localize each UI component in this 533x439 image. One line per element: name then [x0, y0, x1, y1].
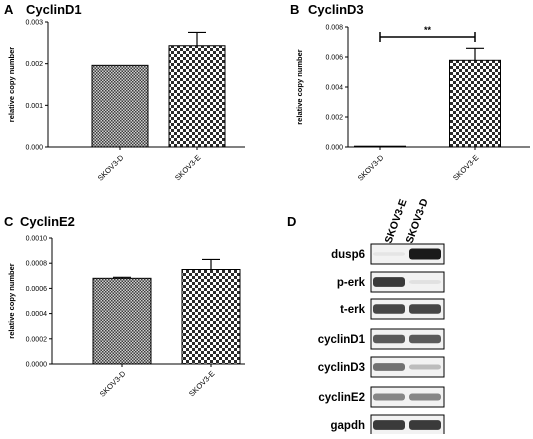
panel-b-bar: [449, 59, 501, 148]
blot-band: [409, 393, 441, 401]
panel-a-chart: A CyclinD1 0.000 0.001 0.002 0.003 relative …: [4, 2, 245, 183]
blot-band: [409, 304, 441, 314]
blot-band: [373, 277, 405, 287]
panel-c-y-tick-label: 0.0004: [26, 311, 48, 318]
panel-c-y-tick-label: 0.0008: [26, 261, 48, 268]
panel-b-title: CyclinD3: [308, 2, 364, 17]
blot-row-label: p-erk: [337, 277, 366, 289]
panel-b-chart: B CyclinD3 0.000 0.002 0.004 0.006 0.008 rela…: [290, 2, 530, 183]
blot-row-label: cyclinD1: [318, 334, 366, 346]
panel-a-y-tick-label: 0.000: [25, 145, 43, 152]
blot-row-label: cyclinE2: [318, 392, 365, 404]
panel-c-category-label: SKOV3-D: [98, 369, 128, 399]
blot-band: [373, 334, 405, 344]
blot-band: [409, 334, 441, 344]
panel-c-y-tick-label: 0.0010: [26, 236, 48, 243]
blot-strip: [370, 356, 445, 378]
panel-a-y-tick-label: 0.002: [25, 61, 43, 68]
panel-b-y-tick-label: 0.000: [325, 145, 343, 152]
panel-c-y-tick-label: 0.0002: [26, 336, 48, 343]
significance-marker: **: [424, 25, 432, 35]
blot-strip: [370, 271, 445, 293]
panel-c-chart: C CyclinE2 0.0000 0.0002 0.0004 0.0006 0.000…: [4, 214, 245, 399]
panel-a-category-label: SKOV3-D: [96, 153, 126, 183]
blot-band: [373, 420, 405, 430]
panel-a-category-label: SKOV3-E: [173, 153, 202, 182]
panel-b-y-tick-label: 0.002: [325, 115, 343, 122]
panel-letter-a: A: [4, 2, 14, 17]
panel-c-category-label: SKOV3-E: [187, 369, 216, 398]
blot-strip: [370, 386, 445, 408]
panel-a-y-axis-label: relative copy number: [7, 47, 16, 123]
panel-a-y-tick-label: 0.001: [25, 103, 43, 110]
panel-c-title: CyclinE2: [20, 214, 75, 229]
blot-row-label: gapdh: [331, 420, 366, 432]
panel-c-bar: [92, 277, 152, 365]
blot-row-label: cyclinD3: [318, 362, 365, 374]
panel-b-category-label: SKOV3-E: [451, 153, 480, 182]
panel-b-y-axis-label: relative copy number: [295, 49, 304, 125]
panel-b-category-label: SKOV3-D: [356, 153, 386, 183]
panel-letter-d: D: [287, 214, 296, 229]
blot-band: [409, 248, 441, 260]
blot-row-label: t-erk: [340, 304, 366, 316]
panel-b-y-tick-label: 0.008: [325, 25, 343, 32]
panel-b-y-tick-label: 0.004: [325, 85, 343, 92]
blot-band: [373, 393, 405, 401]
panel-c-y-axis-label: relative copy number: [7, 263, 16, 339]
panel-a-bar: [91, 64, 149, 148]
blot-band: [373, 363, 405, 371]
panel-c-y-tick-label: 0.0006: [26, 286, 48, 293]
panel-letter-c: C: [4, 214, 14, 229]
blot-band: [373, 304, 405, 314]
panel-a-bar: [168, 45, 226, 148]
western-blot-panel: D SKOV3-ESKOV3-Ddusp6p-erkt-erkcyclinD1c…: [287, 197, 445, 436]
blot-strip: [370, 298, 445, 320]
blot-band: [373, 252, 405, 256]
panel-letter-b: B: [290, 2, 299, 17]
blot-band: [409, 420, 441, 430]
blot-band: [409, 280, 441, 284]
panel-a-title: CyclinD1: [26, 2, 82, 17]
blot-band: [409, 364, 441, 370]
panel-c-bar: [181, 269, 241, 365]
panel-b-bar: [354, 145, 406, 148]
blot-row-label: dusp6: [331, 249, 365, 261]
panel-b-y-tick-label: 0.006: [325, 55, 343, 62]
panel-c-y-tick-label: 0.0000: [26, 362, 48, 369]
blot-strip: [370, 328, 445, 350]
panel-a-y-tick-label: 0.003: [25, 20, 43, 27]
